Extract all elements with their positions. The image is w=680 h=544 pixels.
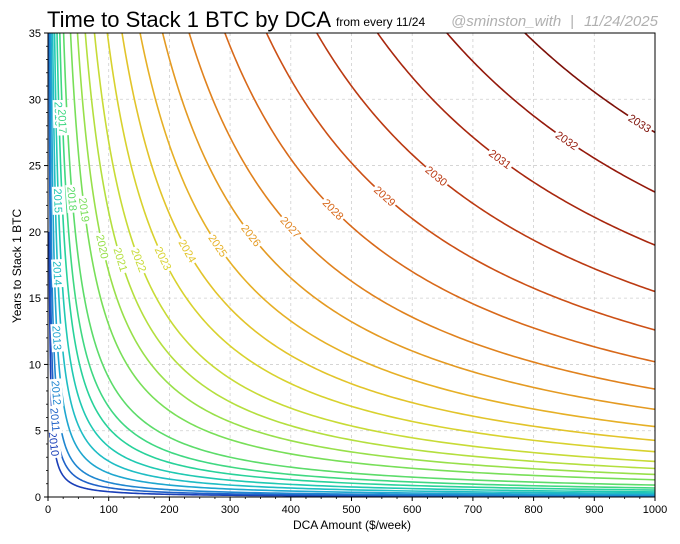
curve-label-bg xyxy=(624,110,655,136)
series-curve-2023 xyxy=(106,33,655,453)
y-tick-label: 0 xyxy=(35,492,41,504)
curve-label-bg xyxy=(421,162,452,190)
y-tick-label: 35 xyxy=(29,28,41,40)
curve-label-bg xyxy=(276,212,305,242)
series-curve-2030 xyxy=(315,33,655,293)
curve-label-2024: 2024 xyxy=(175,238,198,265)
curve-label-2020: 2020 xyxy=(93,234,110,260)
x-tick-label: 0 xyxy=(45,504,51,516)
curve-label-bg xyxy=(93,231,112,262)
series-curve-2022 xyxy=(93,33,655,463)
series-curve-2028 xyxy=(224,33,655,363)
x-tick-label: 600 xyxy=(403,504,421,516)
curve-label-bg xyxy=(51,186,65,215)
series-curve-2016 xyxy=(56,33,655,491)
series-curve-2021 xyxy=(84,33,655,470)
curve-label-bg xyxy=(50,323,64,353)
curve-label-bg xyxy=(485,145,516,173)
series-curve-2020 xyxy=(76,33,655,476)
curve-label-bg xyxy=(319,195,348,224)
curve-label-bg xyxy=(48,405,63,435)
axes: 0 100 200 300 400 500 600 700 800 900 1000 0 5 10 15 20… xyxy=(29,28,667,516)
series-curve-2019 xyxy=(69,33,655,481)
curve-label-bg xyxy=(370,182,400,210)
curve-label-2011: 2011 xyxy=(47,407,61,432)
x-tick-label: 800 xyxy=(524,504,542,516)
curve-label-bg xyxy=(151,243,175,274)
curve-label-bg xyxy=(65,184,80,214)
series-curve-2029 xyxy=(265,33,655,331)
y-axis-label: Years to Stack 1 BTC xyxy=(10,209,24,324)
series-curve-2024 xyxy=(121,33,655,442)
series-curve-2027 xyxy=(188,33,655,390)
x-tick-label: 100 xyxy=(100,504,118,516)
y-tick-label: 20 xyxy=(29,227,41,239)
curve-label-2012: 2012 xyxy=(49,380,63,405)
x-tick-label: 300 xyxy=(221,504,239,516)
curve-label-bg xyxy=(237,220,265,251)
series-curve-2018 xyxy=(62,33,655,486)
curve-label-2015: 2015 xyxy=(51,188,64,213)
series-curve-2013 xyxy=(50,33,655,496)
x-tick-label: 500 xyxy=(342,504,360,516)
series-curve-2025 xyxy=(139,33,655,428)
curve-label-2010: 2010 xyxy=(46,431,61,457)
curve-label-2022: 2022 xyxy=(128,247,148,274)
curve-label-2013: 2013 xyxy=(49,325,62,350)
curve-label-bg xyxy=(51,259,65,288)
series-curve-2012 xyxy=(49,33,655,497)
credit-handle: @sminston_with xyxy=(451,13,561,30)
curve-label-2021: 2021 xyxy=(111,246,130,273)
curve-label-2018: 2018 xyxy=(64,186,78,211)
curve-label-bg xyxy=(110,244,131,275)
x-tick-label: 900 xyxy=(585,504,603,516)
chart-subtitle: from every 11/24 xyxy=(336,15,425,29)
curve-label-bg xyxy=(128,244,150,276)
x-tick-label: 400 xyxy=(282,504,300,516)
series-curve-2033 xyxy=(523,33,655,134)
x-tick-label: 200 xyxy=(160,504,178,516)
series-curve-2014 xyxy=(51,33,655,495)
y-tick-label: 15 xyxy=(29,293,41,305)
x-axis-label: DCA Amount ($/week) xyxy=(293,518,411,532)
y-tick-label: 5 xyxy=(35,426,41,438)
y-tick-label: 30 xyxy=(29,94,41,106)
series-curve-2031 xyxy=(376,33,655,246)
curve-label-bg xyxy=(175,235,200,267)
credit-separator: | xyxy=(570,13,574,30)
curve-label-2014: 2014 xyxy=(50,261,63,286)
y-tick-label: 25 xyxy=(29,161,41,173)
x-tick-label: 1000 xyxy=(643,504,667,516)
x-tick-label: 700 xyxy=(464,504,482,516)
curve-label-bg xyxy=(76,195,93,225)
curve-label-2017: 2017 xyxy=(55,109,68,134)
curve-label-bg xyxy=(205,230,231,261)
curve-label-bg xyxy=(46,429,62,459)
curve-label-2019: 2019 xyxy=(76,197,91,223)
curve-label-bg xyxy=(49,378,64,408)
grid xyxy=(48,33,655,497)
y-tick-label: 10 xyxy=(29,359,41,371)
series-curve-2015 xyxy=(53,33,655,493)
credit-date: 11/24/2025 xyxy=(584,13,659,30)
chart-title: Time to Stack 1 BTC by DCA xyxy=(47,7,331,32)
curve-label-2023: 2023 xyxy=(152,245,173,272)
curve-label-bg xyxy=(56,107,70,136)
curve-label-bg xyxy=(552,127,582,154)
